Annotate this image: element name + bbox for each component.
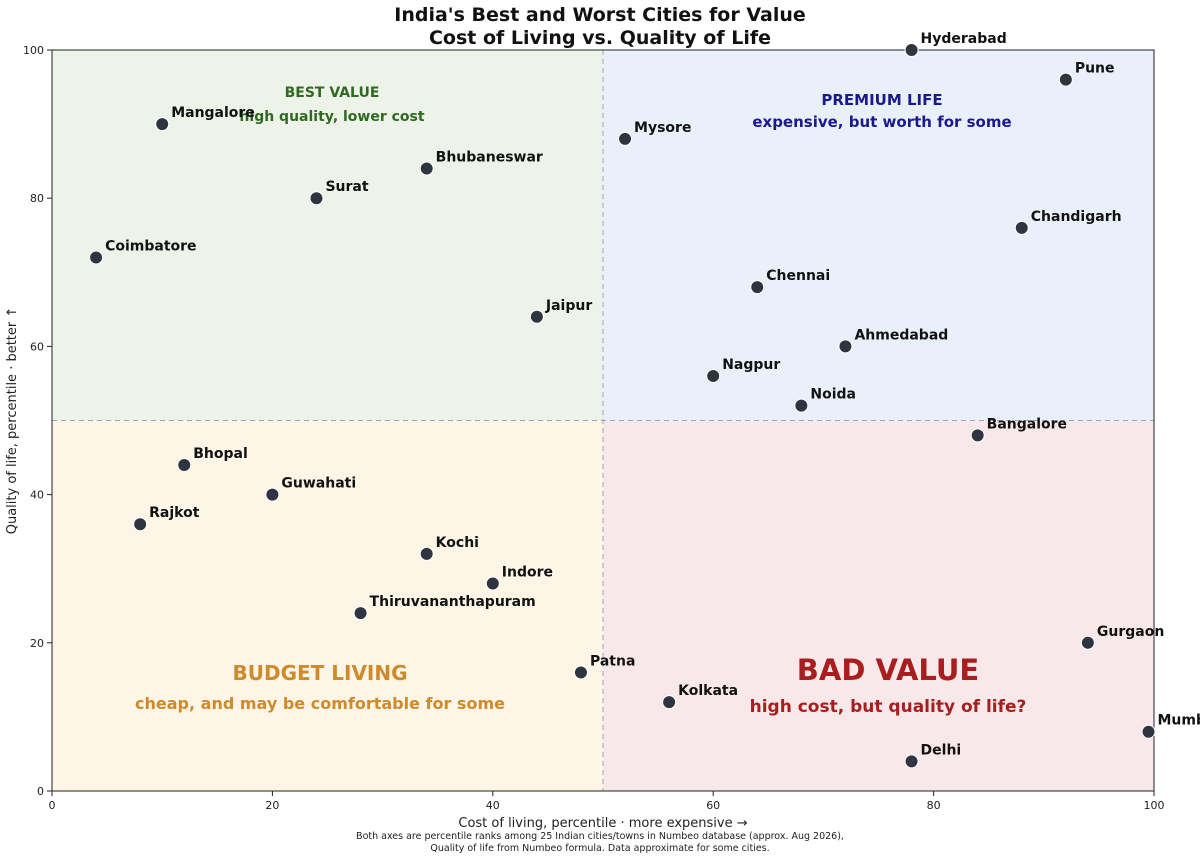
data-point-label: Coimbatore [105, 238, 196, 254]
y-tick-label: 60 [30, 340, 44, 353]
y-axis-label: Quality of life, percentile · better ↑ [5, 307, 20, 535]
data-point [485, 576, 500, 591]
data-point [309, 191, 324, 206]
data-point [970, 428, 985, 443]
data-point-label: Mumbai [1157, 713, 1200, 729]
y-tick-label: 80 [30, 192, 44, 205]
data-point-label: Kolkata [678, 683, 738, 699]
data-point-label: Ahmedabad [854, 327, 948, 343]
data-point [838, 339, 853, 354]
x-tick-label: 80 [927, 799, 941, 812]
data-point [265, 487, 280, 502]
y-tick-label: 20 [30, 637, 44, 650]
data-point [419, 546, 434, 561]
data-point-label: Mangalore [171, 105, 255, 121]
data-point [1058, 72, 1073, 87]
data-point-label: Bangalore [987, 416, 1067, 432]
data-point [1080, 635, 1095, 650]
data-point-label: Delhi [921, 742, 962, 758]
data-point-label: Gurgaon [1097, 624, 1164, 640]
x-tick-label: 60 [706, 799, 720, 812]
footnote-line-1: Both axes are percentile ranks among 25 … [356, 831, 844, 842]
quadrant-best-value-subtitle: high quality, lower cost [239, 109, 424, 125]
chart-title: India's Best and Worst Cities for Value [394, 4, 806, 26]
data-point-label: Guwahati [281, 476, 356, 492]
data-point-label: Bhopal [193, 446, 248, 462]
quadrant-premium-life-subtitle: expensive, but worth for some [752, 113, 1011, 131]
data-point [529, 309, 544, 324]
data-point [904, 43, 919, 57]
data-point-label: Pune [1075, 61, 1115, 77]
data-point-label: Jaipur [545, 298, 592, 314]
footnote-line-2: Quality of life from Numbeo formula. Dat… [430, 843, 770, 854]
data-point [1141, 724, 1156, 739]
data-point-label: Kochi [436, 535, 479, 551]
data-point [89, 250, 104, 265]
x-tick-label: 40 [486, 799, 500, 812]
data-point [904, 754, 919, 769]
data-point-label: Noida [810, 387, 856, 403]
data-point [618, 131, 633, 146]
quadrant-bad-value-bg [603, 420, 1154, 791]
data-point [133, 517, 148, 532]
data-point [155, 117, 170, 132]
x-axis-label: Cost of living, percentile · more expens… [458, 816, 747, 831]
data-point-label: Rajkot [149, 505, 200, 521]
data-point-label: Indore [502, 565, 553, 581]
data-point-label: Bhubaneswar [436, 150, 543, 166]
x-tick-label: 0 [49, 799, 56, 812]
x-tick-label: 20 [265, 799, 279, 812]
quadrant-budget-living-bg [52, 420, 603, 791]
y-tick-label: 100 [23, 44, 44, 57]
quadrant-bad-value-subtitle: high cost, but quality of life? [750, 697, 1027, 717]
data-point-label: Nagpur [722, 357, 780, 373]
quadrant-premium-life-bg [603, 50, 1154, 421]
quadrant-budget-living-title: BUDGET LIVING [232, 661, 407, 685]
data-point-label: Chennai [766, 268, 830, 284]
plot-frame [51, 49, 1155, 792]
y-tick-label: 40 [30, 489, 44, 502]
quadrant-bad-value-title: BAD VALUE [797, 653, 979, 687]
x-tick-label: 100 [1144, 799, 1165, 812]
y-tick-label: 0 [37, 785, 44, 798]
quadrant-best-value-bg [52, 50, 603, 421]
data-point-label: Thiruvananthapuram [370, 594, 536, 610]
data-point-label: Patna [590, 653, 635, 669]
quadrant-budget-living-subtitle: cheap, and may be comfortable for some [135, 694, 505, 713]
data-point [794, 398, 809, 413]
quadrant-premium-life-title: PREMIUM LIFE [821, 91, 942, 109]
data-point-label: Hyderabad [921, 31, 1007, 47]
data-point [750, 280, 765, 295]
chart-subtitle: Cost of Living vs. Quality of Life [428, 27, 772, 49]
data-point [662, 695, 677, 710]
data-point [353, 606, 368, 621]
quadrant-best-value-title: BEST VALUE [285, 85, 380, 101]
data-point-label: Chandigarh [1031, 209, 1122, 225]
data-point [1014, 220, 1029, 235]
data-point [177, 457, 192, 472]
data-point [419, 161, 434, 176]
data-point-label: Surat [325, 179, 368, 195]
data-point-label: Mysore [634, 120, 691, 136]
data-point [573, 665, 588, 680]
data-point [706, 369, 721, 384]
